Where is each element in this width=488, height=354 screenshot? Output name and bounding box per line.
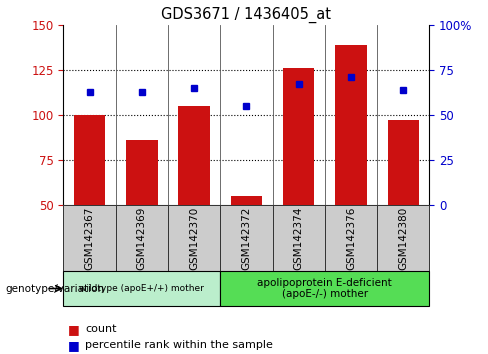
Title: GDS3671 / 1436405_at: GDS3671 / 1436405_at bbox=[162, 7, 331, 23]
Bar bbox=[283, 68, 314, 205]
Text: ■: ■ bbox=[68, 323, 80, 336]
Bar bbox=[387, 120, 419, 205]
Text: GSM142367: GSM142367 bbox=[84, 206, 95, 270]
Bar bbox=[325, 205, 377, 271]
Bar bbox=[220, 205, 273, 271]
Bar bbox=[179, 106, 210, 205]
Bar bbox=[273, 205, 325, 271]
Bar bbox=[126, 140, 158, 205]
Bar bbox=[116, 205, 168, 271]
Text: GSM142374: GSM142374 bbox=[294, 206, 304, 270]
Text: wildtype (apoE+/+) mother: wildtype (apoE+/+) mother bbox=[80, 284, 204, 293]
Text: percentile rank within the sample: percentile rank within the sample bbox=[85, 340, 273, 350]
Bar bbox=[335, 45, 366, 205]
Bar bbox=[63, 271, 220, 306]
Text: GSM142372: GSM142372 bbox=[242, 206, 251, 270]
Bar bbox=[220, 271, 429, 306]
Text: apolipoprotein E-deficient
(apoE-/-) mother: apolipoprotein E-deficient (apoE-/-) mot… bbox=[258, 278, 392, 299]
Bar bbox=[231, 196, 262, 205]
Text: GSM142370: GSM142370 bbox=[189, 206, 199, 270]
Text: GSM142380: GSM142380 bbox=[398, 206, 408, 270]
Text: count: count bbox=[85, 324, 117, 334]
Bar bbox=[74, 115, 105, 205]
Text: GSM142369: GSM142369 bbox=[137, 206, 147, 270]
Text: genotype/variation: genotype/variation bbox=[5, 284, 104, 293]
Bar bbox=[168, 205, 220, 271]
Bar bbox=[377, 205, 429, 271]
Text: ■: ■ bbox=[68, 339, 80, 352]
Text: GSM142376: GSM142376 bbox=[346, 206, 356, 270]
Bar bbox=[63, 205, 116, 271]
